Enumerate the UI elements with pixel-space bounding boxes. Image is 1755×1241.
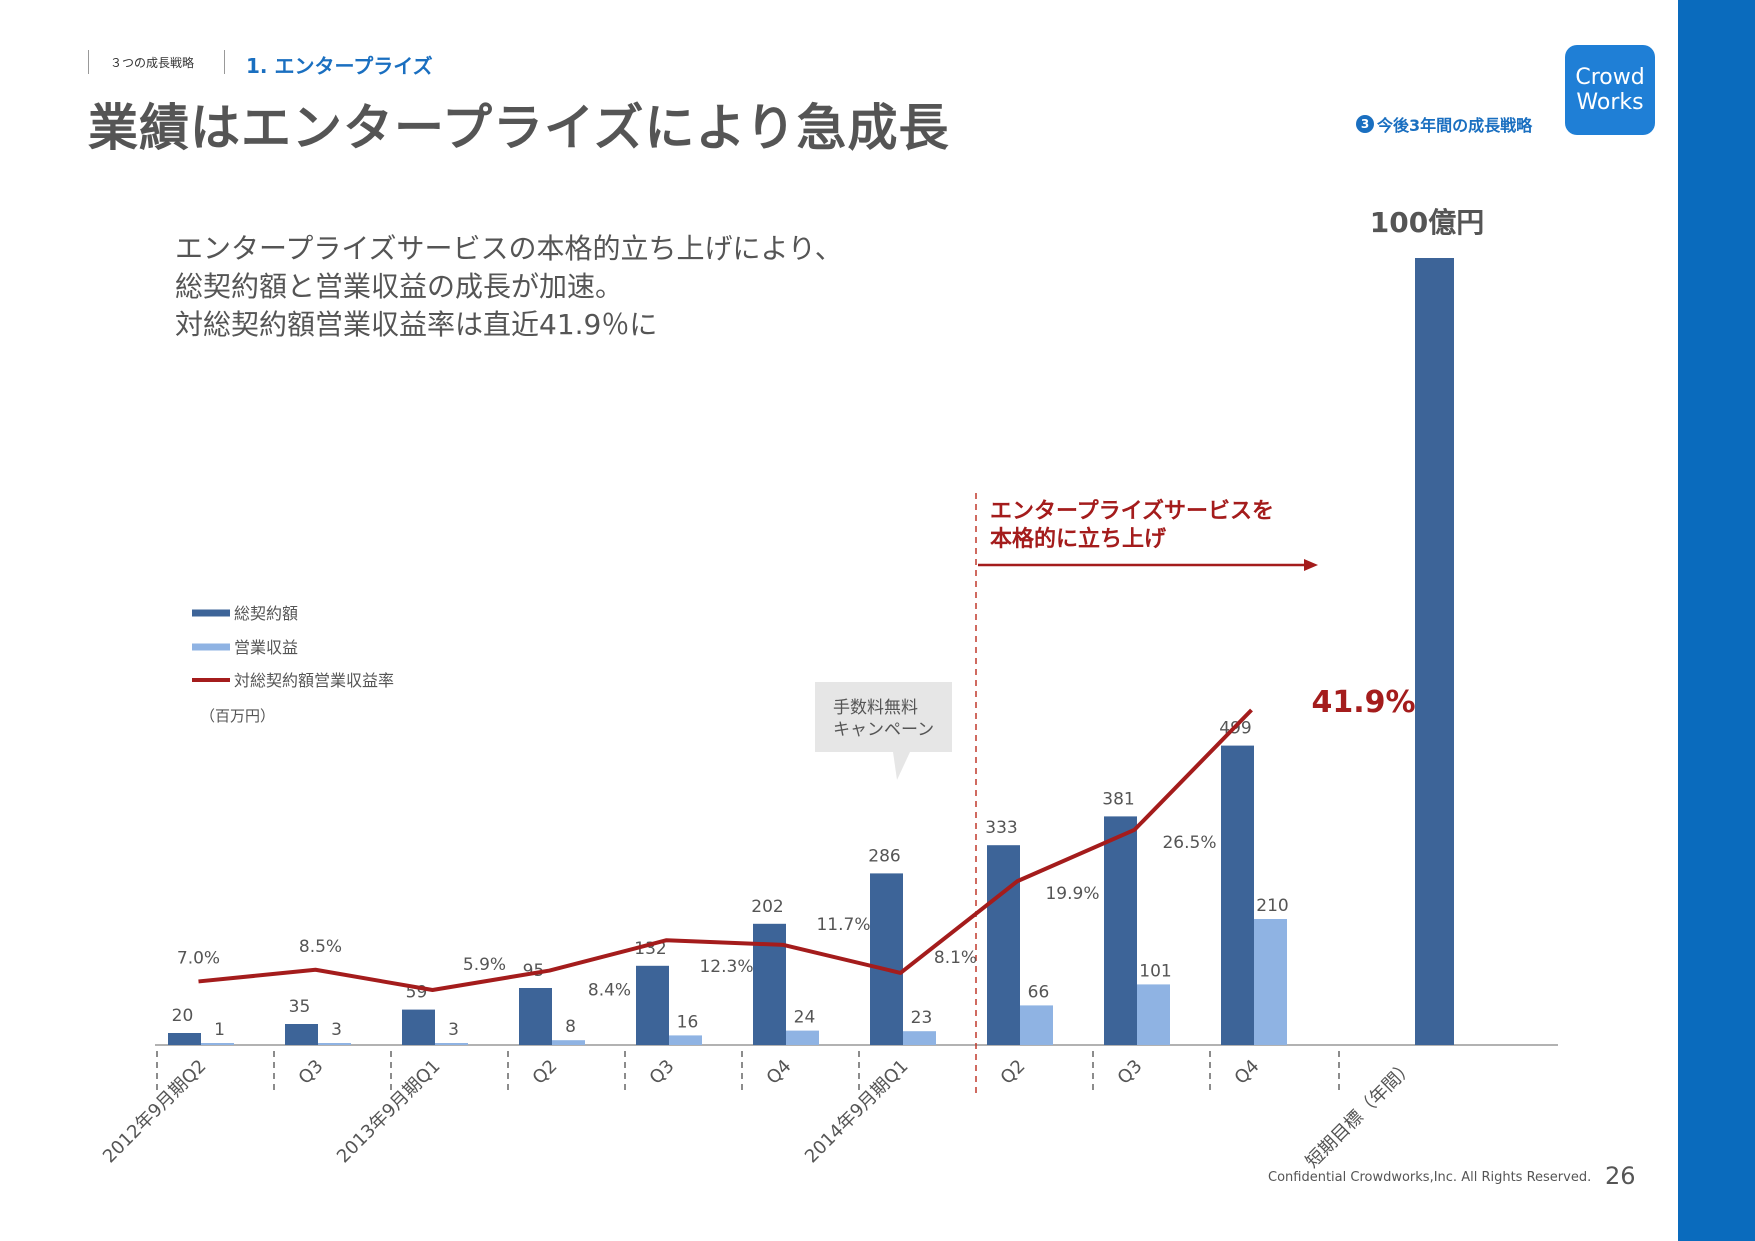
bar-total-label: 20 [172,1006,194,1026]
ratio-label: 12.3% [699,957,753,977]
legend-swatch [192,678,230,682]
bar-revenue-label: 3 [448,1020,459,1040]
campaign-callout-line1: 手数料無料 [833,698,918,718]
unit-label: （百万円） [200,707,275,725]
bar-revenue-label: 66 [1028,982,1050,1002]
strategy-text: 今後3年間の成長戦略 [1377,116,1533,135]
x-tick-label: 2013年9月期Q1 [333,1056,445,1168]
logo-line1: Crowd [1575,65,1645,90]
footer-copyright: Confidential Crowdworks,Inc. All Rights … [1268,1170,1592,1185]
ratio-label: 26.5% [1162,833,1216,853]
campaign-callout-pointer [893,752,910,780]
ratio-label: 11.7% [816,915,870,935]
enterprise-annotation-line1: エンタープライズサービスを [990,498,1274,524]
bar-revenue [669,1035,702,1045]
x-tick-label: Q3 [646,1056,679,1089]
bar-revenue [552,1040,585,1045]
ratio-label: 5.9% [463,955,506,975]
bar-total-label: 202 [751,897,783,917]
bar-revenue-label: 101 [1139,961,1171,981]
bar-revenue [1254,919,1287,1045]
bar-revenue-label: 16 [677,1012,699,1032]
bar-revenue-label: 24 [794,1008,816,1028]
legend-label: 総契約額 [234,604,298,623]
bar-revenue-label: 3 [331,1020,342,1040]
campaign-callout-line2: キャンペーン [833,720,934,740]
lead-line-1: エンタープライズサービスの本格的立ち上げにより、 [175,232,843,265]
bar-revenue [903,1031,936,1045]
x-tick-label: Q3 [295,1056,328,1089]
bar-total [519,988,552,1045]
page-title: 業績はエンタープライズにより急成長 [88,99,950,157]
x-tick-label: 2012年9月期Q2 [99,1056,211,1168]
bar-revenue [786,1030,819,1045]
ratio-label: 8.1% [934,948,977,968]
campaign-callout-box [815,682,952,752]
bar-total-label: 286 [868,846,900,866]
bar-revenue [201,1043,234,1045]
legend-swatch [192,609,230,617]
bar-target-label: 100億円 [1370,206,1484,239]
bar-revenue [435,1043,468,1045]
bar-target [1415,258,1454,1045]
breadcrumb-current: 1. エンタープライズ [246,54,433,78]
bar-total [1221,745,1254,1045]
ratio-line [198,708,1253,992]
breadcrumb-divider [88,50,89,74]
bar-revenue [318,1043,351,1045]
x-tick-label: Q2 [529,1056,562,1089]
bar-revenue [1020,1005,1053,1045]
enterprise-arrow-head [1304,559,1318,571]
bar-total [1104,816,1137,1045]
bar-total-label: 35 [289,997,311,1017]
bar-total [285,1024,318,1045]
enterprise-annotation-line2: 本格的に立ち上げ [990,526,1167,552]
legend-label: 営業収益 [234,638,298,657]
legend-label: 対総契約額営業収益率 [234,671,394,690]
lead-line-2: 総契約額と営業収益の成長が加速。 [175,270,624,303]
ratio-label: 7.0% [177,948,220,968]
ratio-label: 8.5% [299,937,342,957]
bar-revenue-label: 1 [214,1020,225,1040]
x-tick-label: 2014年9月期Q1 [801,1056,913,1168]
bar-revenue-label: 210 [1256,896,1288,916]
x-tick-label: Q4 [1231,1056,1264,1089]
strategy-badge: 3 今後3年間の成長戦略 [1356,112,1532,136]
bar-revenue [1137,984,1170,1045]
ratio-label: 41.9% [1312,685,1416,720]
legend-swatch [192,643,230,651]
logo-line2: Works [1576,90,1644,115]
right-accent-bar [1678,0,1755,1241]
ratio-label: 8.4% [588,981,631,1001]
bar-total [168,1033,201,1045]
bar-total-label: 381 [1102,789,1134,809]
bar-total [402,1009,435,1045]
lead-text: エンタープライズサービスの本格的立ち上げにより、 総契約額と営業収益の成長が加速… [175,230,843,344]
x-tick-label: Q4 [763,1056,796,1089]
breadcrumb-section: ３つの成長戦略 [110,56,195,70]
bar-revenue-label: 23 [911,1008,933,1028]
x-tick-label: Q2 [997,1056,1030,1089]
strategy-number-icon: 3 [1356,115,1374,133]
crowdworks-logo: Crowd Works [1565,45,1655,135]
breadcrumb-divider [224,50,225,74]
bar-total [636,965,669,1045]
x-tick-label: 短期目標（年間） [1302,1056,1419,1173]
bar-revenue-label: 8 [565,1017,576,1037]
page-number: 26 [1605,1162,1636,1190]
bar-total [987,845,1020,1045]
bar-total [870,873,903,1045]
bar-total-label: 333 [985,818,1017,838]
ratio-label: 19.9% [1045,884,1099,904]
x-tick-label: Q3 [1114,1056,1147,1089]
lead-line-3: 対総契約額営業収益率は直近41.9％に [175,308,658,341]
